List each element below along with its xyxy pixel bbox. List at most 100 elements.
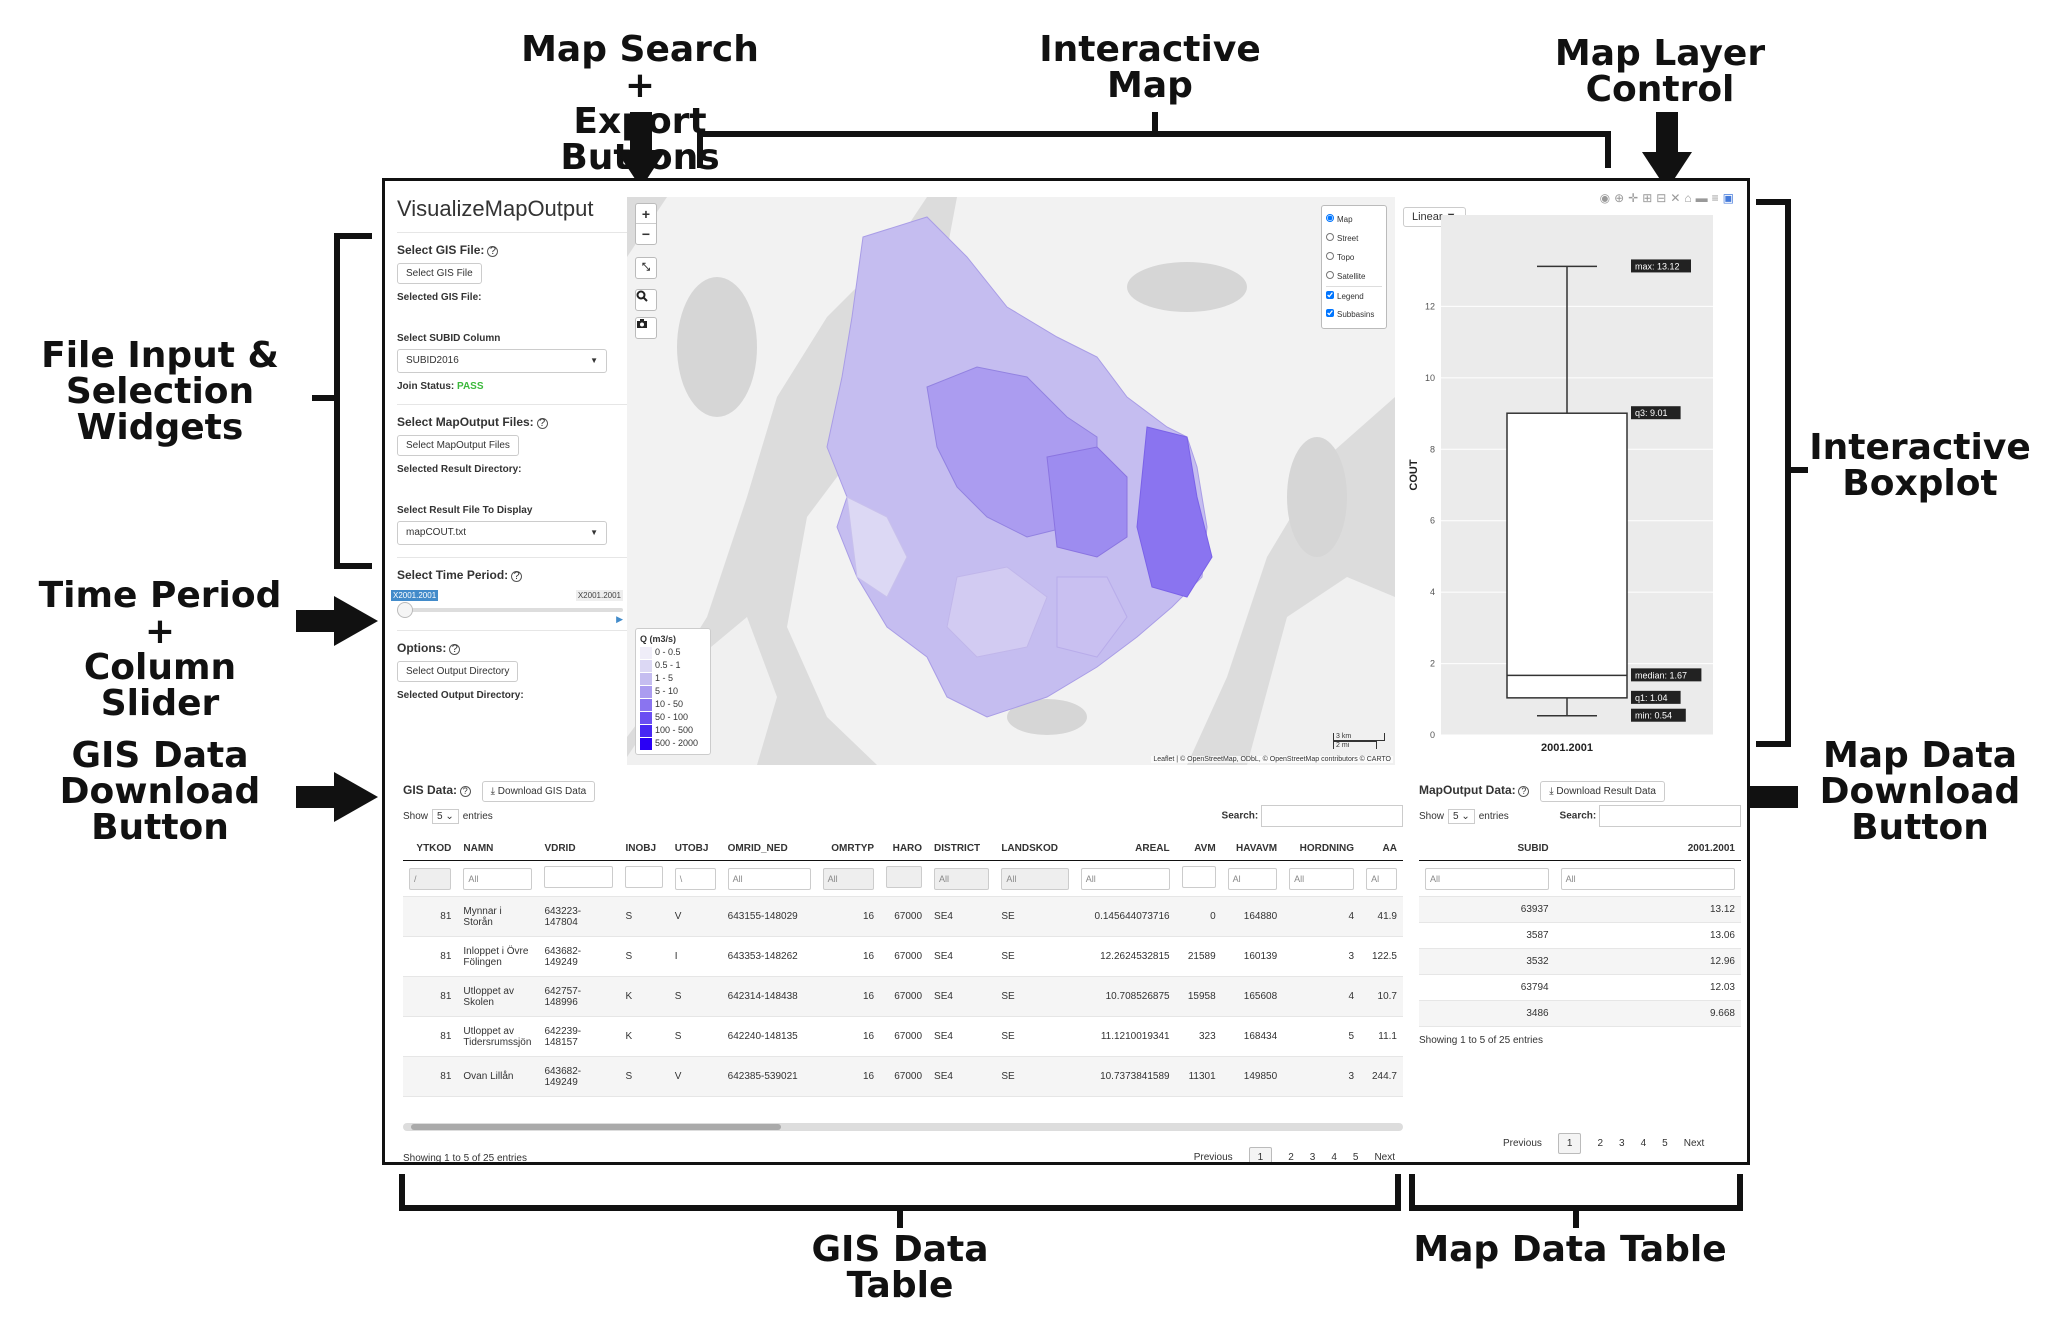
column-filter-input[interactable]: All bbox=[1560, 867, 1735, 890]
layer-option-map[interactable]: Map bbox=[1326, 210, 1382, 229]
page-button[interactable]: 4 bbox=[1640, 1138, 1647, 1149]
select-output-directory-button[interactable]: Select Output Directory bbox=[397, 661, 519, 682]
layer-option-legend[interactable]: Legend bbox=[1326, 286, 1382, 305]
column-header[interactable]: OMRID_NED bbox=[721, 837, 817, 861]
column-filter-input[interactable]: All bbox=[463, 867, 533, 890]
zoom-out-icon[interactable]: ⊟ bbox=[1656, 191, 1671, 205]
select-mapoutput-files-button[interactable]: Select MapOutput Files bbox=[397, 435, 519, 456]
zoom-in-icon[interactable]: ⊞ bbox=[1642, 191, 1657, 205]
help-icon[interactable]: ? bbox=[487, 246, 499, 257]
play-icon[interactable]: ▶ bbox=[616, 614, 623, 624]
slider-track[interactable] bbox=[401, 608, 623, 612]
column-header[interactable]: HARO bbox=[880, 837, 929, 861]
column-header[interactable]: INOBJ bbox=[619, 837, 669, 861]
pan-icon[interactable]: ✛ bbox=[1628, 191, 1643, 205]
hover-closest-icon[interactable]: ▬ bbox=[1695, 191, 1712, 205]
autoscale-icon[interactable]: ✕ bbox=[1670, 191, 1685, 205]
page-button[interactable]: 5 bbox=[1352, 1152, 1359, 1163]
checkbox-input[interactable] bbox=[1326, 291, 1334, 299]
column-header[interactable]: 2001.2001 bbox=[1554, 837, 1741, 861]
scrollbar-thumb[interactable] bbox=[411, 1124, 781, 1130]
radio-input[interactable] bbox=[1326, 233, 1334, 241]
page-length-select[interactable]: 5 ⌄ bbox=[432, 809, 459, 824]
page-button[interactable]: 3 bbox=[1619, 1138, 1625, 1149]
column-filter-input[interactable] bbox=[544, 866, 614, 888]
gis-search-input[interactable] bbox=[1261, 805, 1403, 827]
column-header[interactable]: LANDSKOD bbox=[995, 837, 1075, 861]
horizontal-scrollbar[interactable] bbox=[403, 1123, 1403, 1131]
column-filter-input[interactable]: All bbox=[822, 867, 875, 890]
page-button[interactable]: 2 bbox=[1288, 1152, 1294, 1163]
column-filter-input[interactable]: All bbox=[934, 867, 990, 890]
column-header[interactable]: SUBID bbox=[1419, 837, 1555, 861]
table-row[interactable]: 81 Inloppet i Övre Fölingen 643682-149249 S… bbox=[403, 936, 1403, 977]
table-row[interactable]: 63937 13.12 bbox=[1419, 896, 1741, 923]
search-icon[interactable] bbox=[636, 290, 656, 310]
plot-modebar[interactable]: ◉⊕✛⊞⊟✕⌂▬≡▣ bbox=[1600, 191, 1738, 205]
subid-column-select[interactable]: SUBID2016 ▼ bbox=[397, 349, 607, 373]
help-icon[interactable]: ? bbox=[511, 571, 523, 582]
map-search-input[interactable] bbox=[1599, 805, 1741, 827]
download-gis-data-button[interactable]: ⤓ Download GIS Data bbox=[481, 781, 596, 802]
column-filter-input[interactable]: All bbox=[1425, 867, 1549, 890]
help-icon[interactable]: ? bbox=[459, 786, 471, 797]
column-filter-input[interactable]: / bbox=[409, 867, 452, 890]
box[interactable] bbox=[1506, 412, 1628, 699]
radio-input[interactable] bbox=[1326, 252, 1334, 260]
zoom-icon[interactable]: ⊕ bbox=[1614, 191, 1629, 205]
time-period-slider[interactable]: X2001.2001 X2001.2001 ▶ bbox=[391, 590, 627, 624]
column-header[interactable]: HORDNING bbox=[1283, 837, 1361, 861]
table-row[interactable]: 63794 12.03 bbox=[1419, 974, 1741, 1001]
column-header[interactable]: YTKOD bbox=[403, 837, 458, 861]
download-result-data-button[interactable]: ⤓ Download Result Data bbox=[1540, 781, 1665, 802]
camera-icon[interactable] bbox=[636, 318, 656, 338]
table-row[interactable]: 81 Mynnar i Storån 643223-147804 S V 643155-1… bbox=[403, 896, 1403, 937]
radio-input[interactable] bbox=[1326, 214, 1334, 222]
column-filter-input[interactable]: Al bbox=[1227, 867, 1278, 890]
layer-option-subbasins[interactable]: Subbasins bbox=[1326, 305, 1382, 324]
column-header[interactable]: OMRTYP bbox=[816, 837, 881, 861]
layer-option-satellite[interactable]: Satellite bbox=[1326, 267, 1382, 286]
column-header[interactable]: UTOBJ bbox=[668, 837, 722, 861]
page-button[interactable]: 1 bbox=[1248, 1147, 1273, 1162]
next-page-button[interactable]: Next bbox=[1374, 1152, 1395, 1163]
slider-handle[interactable] bbox=[397, 602, 413, 618]
table-row[interactable]: 81 Ovan Lillån 643682-149249 S V 642385-53902… bbox=[403, 1056, 1403, 1097]
column-filter-input[interactable]: All bbox=[1001, 867, 1069, 890]
plotly-logo-icon[interactable]: ▣ bbox=[1722, 191, 1738, 205]
result-file-select[interactable]: mapCOUT.txt ▼ bbox=[397, 521, 607, 545]
table-row[interactable]: 81 Utloppet av Tidersrumssjön 642239-14815… bbox=[403, 1016, 1403, 1057]
page-button[interactable]: 3 bbox=[1309, 1152, 1316, 1163]
column-header[interactable]: AREAL bbox=[1074, 837, 1176, 861]
hover-compare-icon[interactable]: ≡ bbox=[1711, 191, 1723, 205]
table-row[interactable]: 3587 13.06 bbox=[1419, 922, 1741, 949]
help-icon[interactable]: ? bbox=[1518, 786, 1530, 797]
reset-icon[interactable]: ⌂ bbox=[1684, 191, 1696, 205]
help-icon[interactable]: ? bbox=[449, 644, 461, 655]
map-layer-control[interactable]: Map Street Topo Satellite Legend Subbasins bbox=[1321, 205, 1387, 329]
layer-option-street[interactable]: Street bbox=[1326, 229, 1382, 248]
column-filter-input[interactable] bbox=[625, 866, 663, 888]
select-gis-file-button[interactable]: Select GIS File bbox=[397, 263, 482, 284]
zoom-out-button[interactable]: − bbox=[641, 226, 651, 242]
previous-page-button[interactable]: Previous bbox=[1503, 1138, 1542, 1149]
column-filter-input[interactable]: \ bbox=[674, 867, 716, 890]
column-header[interactable]: DISTRICT bbox=[928, 837, 996, 861]
column-filter-input[interactable]: Al bbox=[1366, 867, 1397, 890]
column-filter-input[interactable] bbox=[886, 866, 923, 888]
map-attribution[interactable]: Leaflet | © OpenStreetMap, ODbL, © OpenS… bbox=[1151, 756, 1393, 763]
column-header[interactable]: AA bbox=[1360, 837, 1403, 861]
column-header[interactable]: AVM bbox=[1175, 837, 1222, 861]
camera-icon[interactable]: ◉ bbox=[1599, 191, 1615, 205]
page-button[interactable]: 1 bbox=[1557, 1133, 1582, 1154]
radio-input[interactable] bbox=[1326, 271, 1334, 279]
table-row[interactable]: 3532 12.96 bbox=[1419, 948, 1741, 975]
column-filter-input[interactable]: All bbox=[727, 867, 811, 890]
zoom-in-button[interactable]: + bbox=[636, 204, 656, 224]
checkbox-input[interactable] bbox=[1326, 309, 1334, 317]
column-filter-input[interactable] bbox=[1181, 866, 1216, 888]
column-filter-input[interactable]: All bbox=[1080, 867, 1170, 890]
layer-option-topo[interactable]: Topo bbox=[1326, 248, 1382, 267]
table-row[interactable]: 81 Utloppet av Skolen 642757-148996 K S 64231… bbox=[403, 976, 1403, 1017]
